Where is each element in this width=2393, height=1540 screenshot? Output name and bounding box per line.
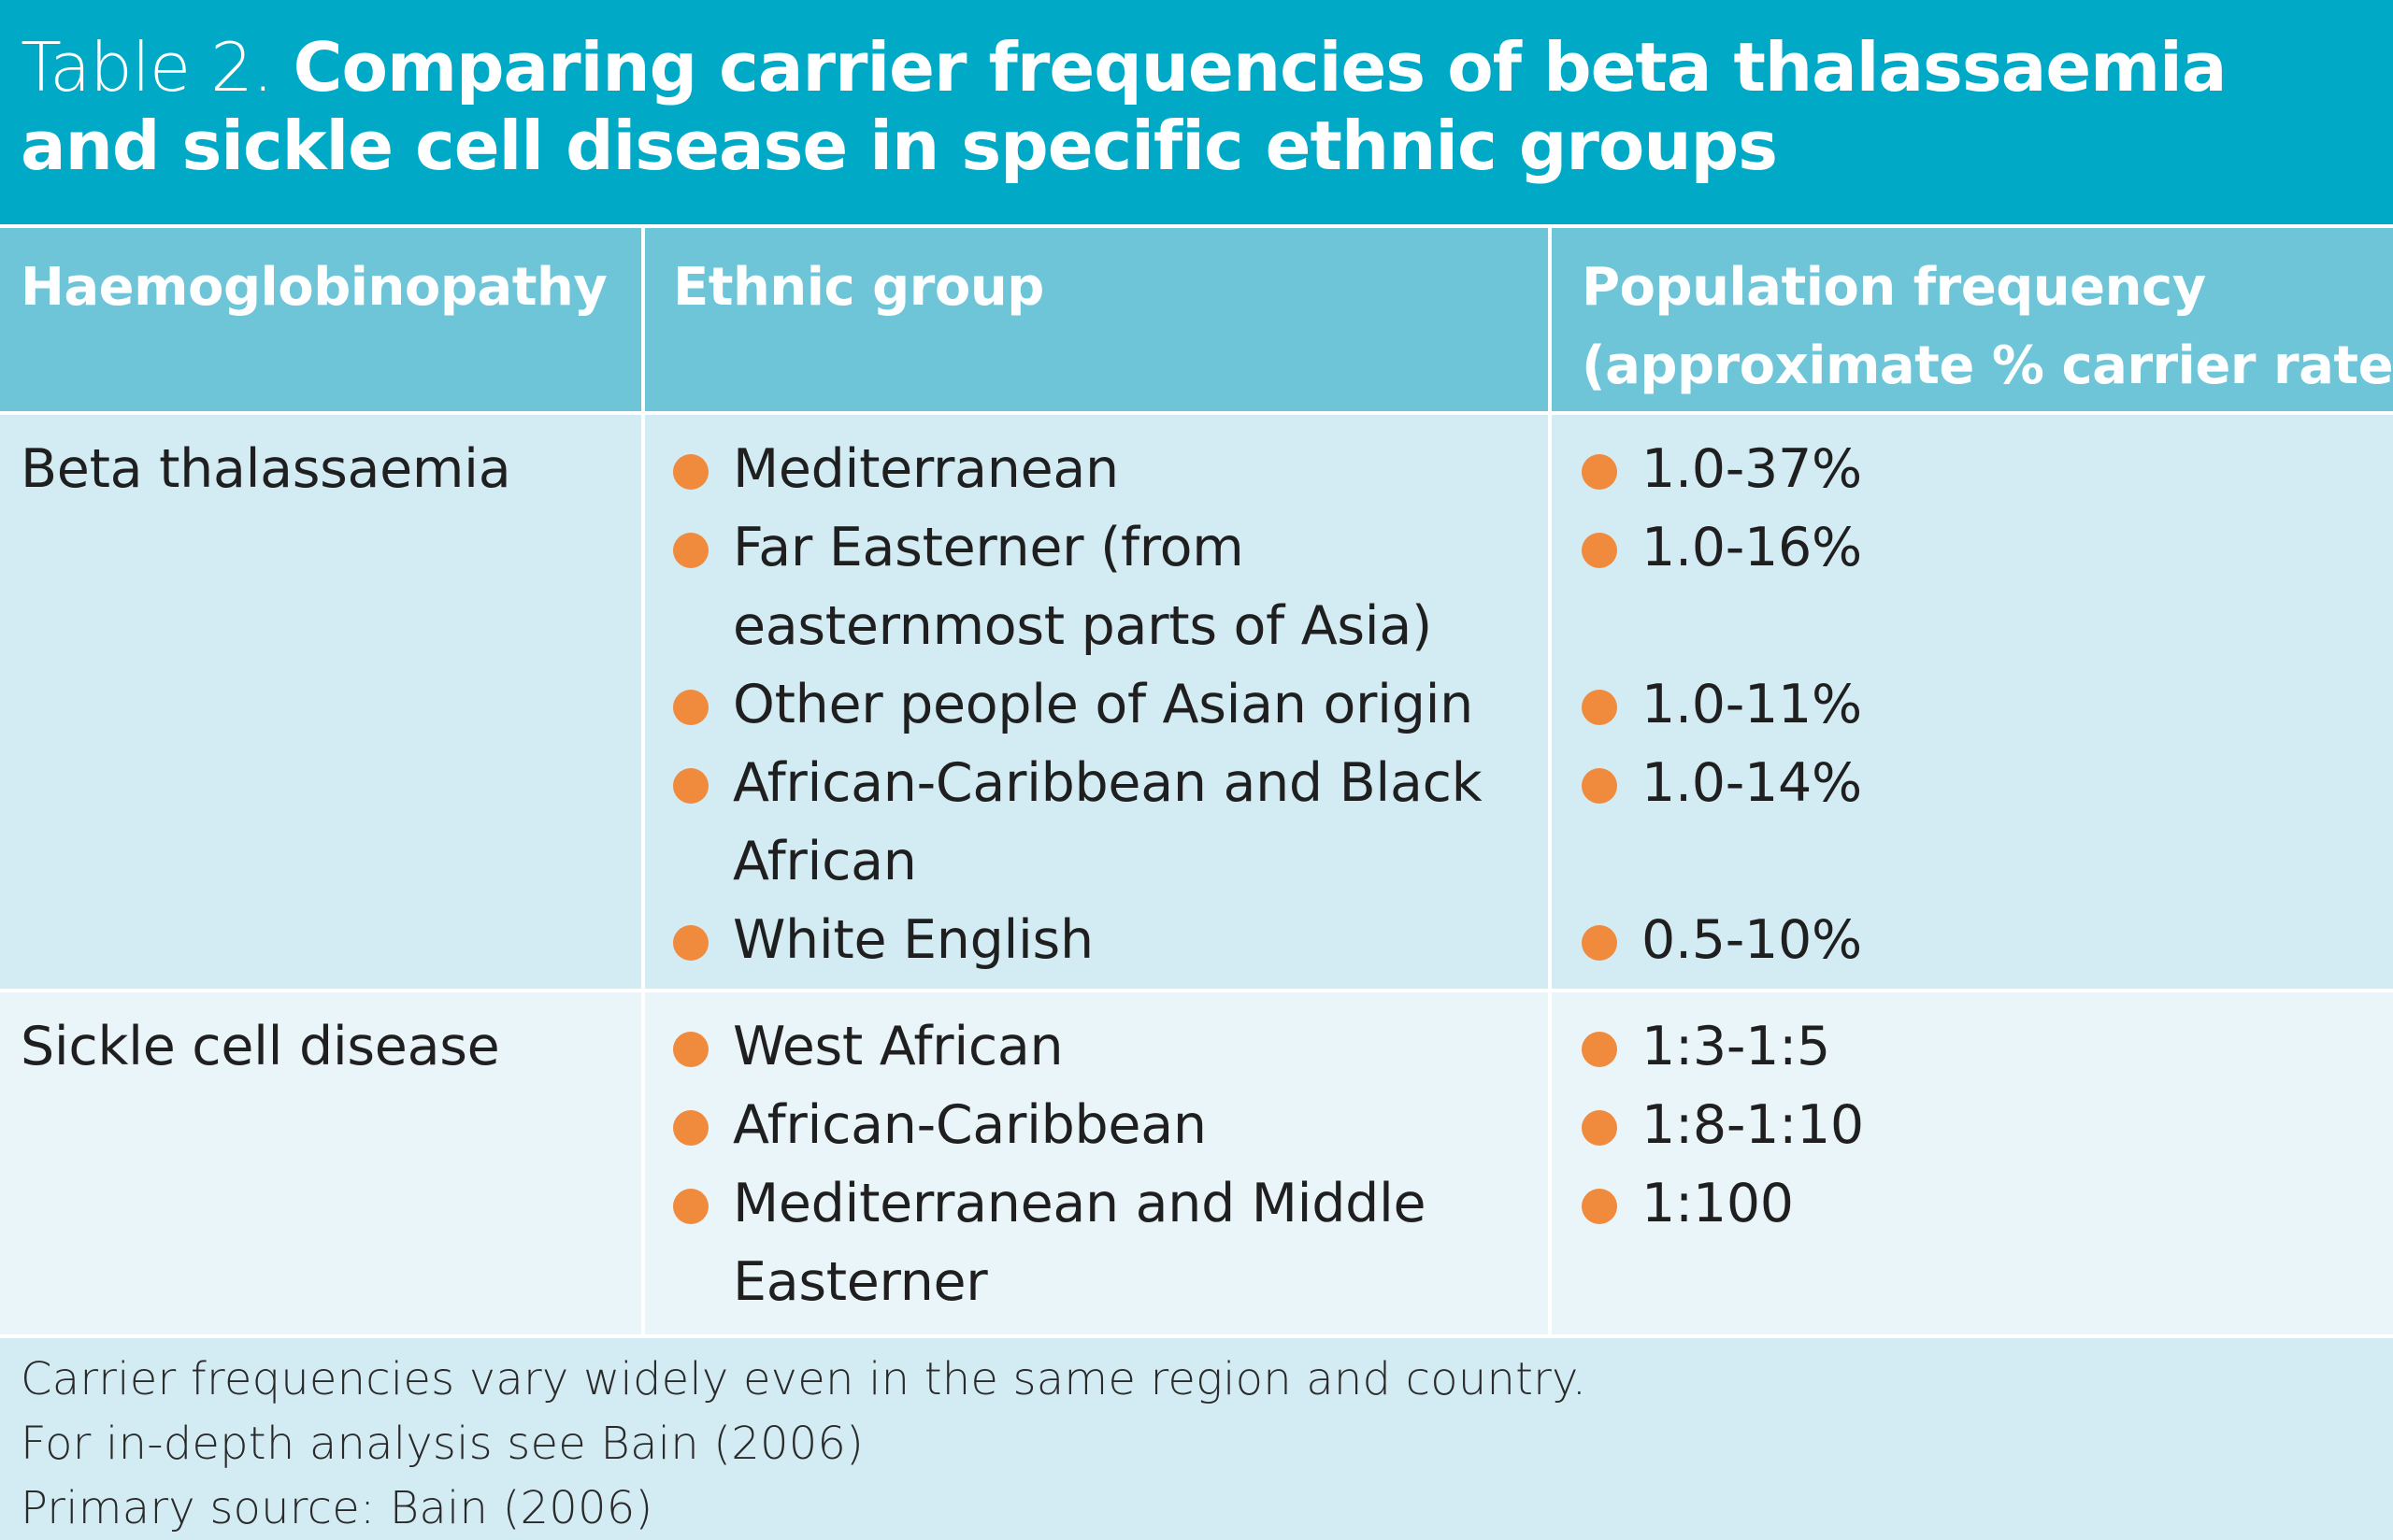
table-footnotes: Carrier frequencies vary widely even in … (0, 1338, 2393, 1540)
bullet-dot-icon (1582, 1032, 1617, 1067)
ethnic-group-text: African-Caribbean (733, 1094, 1207, 1156)
bullet-dot-icon (673, 768, 709, 804)
header-population-frequency-line-1: Population frequency (1582, 257, 2206, 318)
header-haemoglobinopathy: Haemoglobinopathy (21, 257, 608, 318)
bullet-dot-icon (673, 1110, 709, 1146)
table-title-text-1: Comparing carrier frequencies of beta th… (293, 28, 2228, 107)
frequency-text: 1.0-14% (1641, 752, 1862, 814)
frequency-text: 1:100 (1641, 1173, 1794, 1234)
ethnic-group-text: Mediterranean and Middle (733, 1173, 1426, 1234)
ethnic-group-list: West African African-Caribbean Mediterra… (673, 1007, 1426, 1321)
ethnic-group-list: Mediterranean Far Easterner (from easter… (673, 430, 1483, 979)
list-item: 1.0-37% (1582, 430, 1862, 508)
header-population-frequency: Population frequency (approximate % carr… (1582, 249, 2393, 406)
column-divider (1548, 224, 1552, 1334)
list-item: 1:100 (1582, 1164, 1864, 1243)
list-item: Mediterranean and Middle Easterner (673, 1164, 1426, 1321)
ethnic-group-text: White English (733, 909, 1094, 971)
ethnic-group-text: Mediterranean (733, 438, 1119, 500)
ethnic-group-text: African (733, 831, 917, 892)
condition-cell: Sickle cell disease (21, 1016, 500, 1077)
footnote-line: For in-depth analysis see Bain (2006) (21, 1418, 865, 1470)
frequency-text: 0.5-10% (1641, 909, 1862, 971)
ethnic-group-text: Far Easterner (from (733, 517, 1244, 578)
list-item: Mediterranean (673, 430, 1482, 508)
list-item: African-Caribbean (673, 1086, 1426, 1164)
divider (0, 1334, 2393, 1338)
divider (0, 989, 2393, 992)
list-item: 1.0-14% (1582, 744, 1862, 901)
list-item: 0.5-10% (1582, 901, 1862, 979)
bullet-dot-icon (673, 1189, 709, 1224)
bullet-dot-icon (1582, 533, 1617, 568)
bullet-dot-icon (1582, 1189, 1617, 1224)
condition-cell: Beta thalassaemia (21, 438, 511, 500)
divider (0, 224, 2393, 228)
list-item: Other people of Asian origin (673, 665, 1482, 744)
table-row: Beta thalassaemia Mediterranean Far East… (0, 415, 2393, 989)
frequency-text: 1:3-1:5 (1641, 1016, 1830, 1077)
bullet-dot-icon (673, 454, 709, 490)
list-item: 1:8-1:10 (1582, 1086, 1864, 1164)
frequency-text: 1.0-11% (1641, 674, 1862, 735)
bullet-dot-icon (1582, 454, 1617, 490)
frequency-list: 1.0-37% 1.0-16% 1.0-11% 1.0-14% 0.5-10% (1582, 430, 1862, 979)
list-item: West African (673, 1007, 1426, 1086)
frequency-text: 1.0-16% (1641, 517, 1862, 578)
table-header-row: Haemoglobinopathy Ethnic group Populatio… (0, 228, 2393, 411)
bullet-dot-icon (1582, 690, 1617, 725)
table-title-bar: Table 2. Comparing carrier frequencies o… (0, 0, 2393, 224)
bullet-dot-icon (673, 925, 709, 961)
list-item: African-Caribbean and Black African (673, 744, 1483, 901)
header-ethnic-group: Ethnic group (673, 257, 1044, 318)
ethnic-group-text: African-Caribbean and Black (733, 752, 1483, 814)
frequency-list: 1:3-1:5 1:8-1:10 1:100 (1582, 1007, 1864, 1243)
ethnic-group-text: West African (733, 1016, 1064, 1077)
bullet-dot-icon (1582, 768, 1617, 804)
table-number: Table 2. (21, 28, 274, 107)
bullet-dot-icon (1582, 925, 1617, 961)
table-title-text-2: and sickle cell disease in specific ethn… (21, 107, 1778, 185)
divider (0, 411, 2393, 415)
footnote-line: Primary source: Bain (2006) (21, 1482, 653, 1534)
frequency-text: 1.0-37% (1641, 438, 1862, 500)
footnote-line: Carrier frequencies vary widely even in … (21, 1353, 1587, 1405)
ethnic-group-text: Other people of Asian origin (733, 674, 1473, 735)
list-item: 1.0-16% (1582, 508, 1862, 665)
table-title-line-1: Table 2. Comparing carrier frequencies o… (21, 28, 2393, 107)
list-item: White English (673, 901, 1482, 979)
list-item: Far Easterner (from easternmost parts of… (673, 508, 1482, 665)
ethnic-group-text: Easterner (733, 1251, 988, 1313)
bullet-dot-icon (673, 1032, 709, 1067)
header-population-frequency-line-2: (approximate % carrier rate) (1582, 335, 2393, 396)
bullet-dot-icon (1582, 1110, 1617, 1146)
frequency-text: 1:8-1:10 (1641, 1094, 1864, 1156)
column-divider (641, 224, 645, 1334)
ethnic-group-text: easternmost parts of Asia) (733, 595, 1432, 657)
list-item: 1:3-1:5 (1582, 1007, 1864, 1086)
bullet-dot-icon (673, 690, 709, 725)
table-row: Sickle cell disease West African African… (0, 992, 2393, 1334)
bullet-dot-icon (673, 533, 709, 568)
list-item: 1.0-11% (1582, 665, 1862, 744)
